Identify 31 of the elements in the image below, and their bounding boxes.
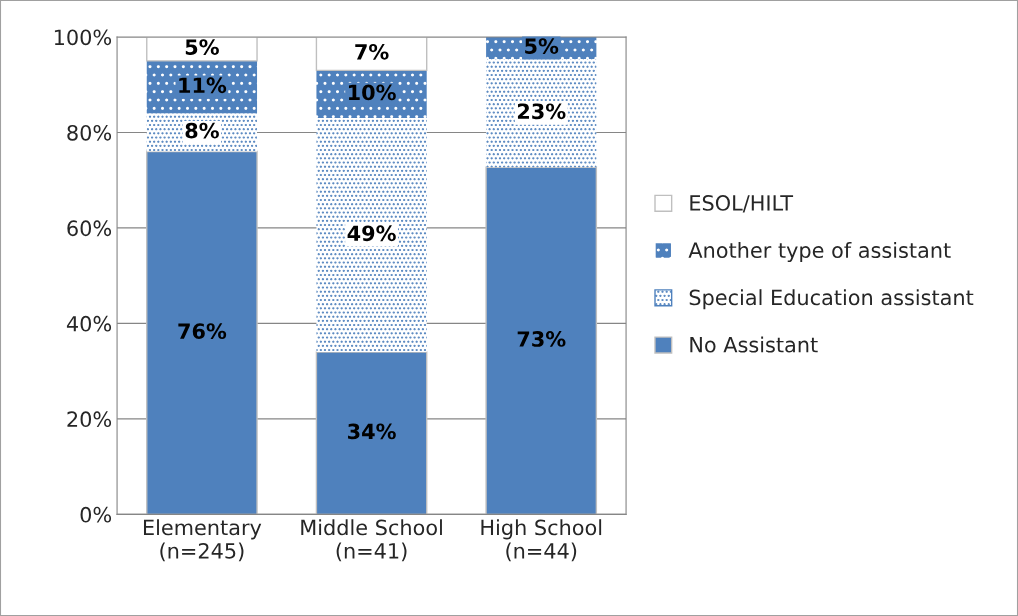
y-tick-label: 60% [67,220,112,237]
bar [146,36,258,62]
y-tick-label: 80% [67,124,112,141]
bar [315,351,428,515]
legend-label: ESOL/HILT [690,195,794,213]
x-tick-label: Middle School (n=41) [301,519,442,562]
y-tick-label: 20% [67,411,112,428]
bar [485,166,598,515]
data-label: 49% [347,225,396,242]
data-label: 11% [179,77,227,94]
data-label: 5% [185,39,219,55]
data-label: 7% [355,43,389,60]
x-tick-label: Elementary (n=245) [143,519,262,562]
bar [315,36,428,72]
bar [146,150,258,515]
data-label: 34% [348,423,396,440]
bar [316,118,427,353]
data-label: 23% [517,103,566,120]
y-tick-label: 40% [66,315,112,332]
y-tick-label: 0% [80,506,112,523]
data-label: 76% [178,323,227,339]
data-label: 10% [348,84,396,101]
legend-label: Another type of assistant [688,241,951,263]
legend-label: Special Education assistant [689,289,974,310]
legend-label: No Assistant [690,336,818,353]
data-label: 5% [525,38,559,54]
x-tick-label: High School (n=44) [481,519,602,562]
y-tick-label: 100% [54,29,112,46]
bar [486,58,597,168]
data-label: 73% [517,331,566,347]
data-label: 8% [185,122,219,139]
